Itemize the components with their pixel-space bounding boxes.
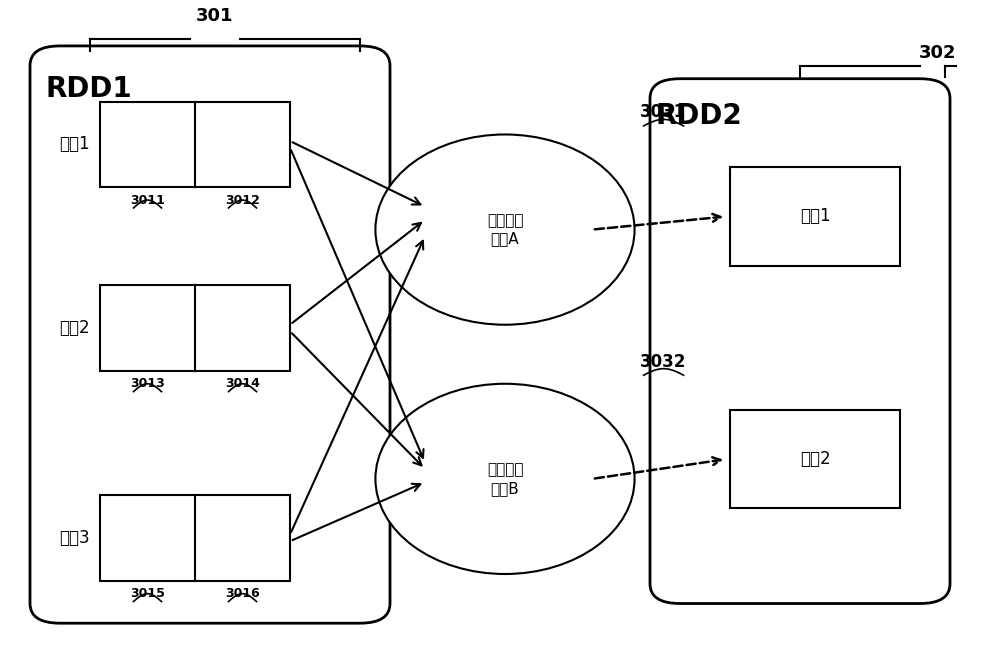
Text: RDD1: RDD1 xyxy=(45,75,132,104)
Text: 分区1: 分区1 xyxy=(59,135,90,154)
Text: 3014: 3014 xyxy=(225,377,260,390)
Bar xyxy=(730,410,900,508)
Text: 3013: 3013 xyxy=(130,377,165,390)
Text: 分区2: 分区2 xyxy=(59,319,90,337)
Bar xyxy=(100,102,290,187)
Text: 301: 301 xyxy=(196,7,234,25)
Text: 分区1: 分区1 xyxy=(800,207,830,226)
Text: 302: 302 xyxy=(919,45,957,62)
Text: 3016: 3016 xyxy=(225,587,260,600)
FancyBboxPatch shape xyxy=(650,79,950,604)
Text: 分区2: 分区2 xyxy=(800,450,830,468)
Ellipse shape xyxy=(375,384,635,574)
Bar xyxy=(100,495,290,581)
FancyBboxPatch shape xyxy=(30,46,390,623)
Text: 3031: 3031 xyxy=(640,104,686,121)
Text: RDD2: RDD2 xyxy=(655,102,742,130)
Text: 目标服务
组件A: 目标服务 组件A xyxy=(487,213,523,247)
Text: 分区3: 分区3 xyxy=(59,529,90,547)
Text: 3015: 3015 xyxy=(130,587,165,600)
Bar xyxy=(730,167,900,266)
Text: 3032: 3032 xyxy=(640,353,686,371)
Text: 目标服务
组件B: 目标服务 组件B xyxy=(487,462,523,496)
Text: 3012: 3012 xyxy=(225,194,260,207)
Bar xyxy=(100,285,290,371)
Text: 3011: 3011 xyxy=(130,194,165,207)
Ellipse shape xyxy=(375,134,635,325)
